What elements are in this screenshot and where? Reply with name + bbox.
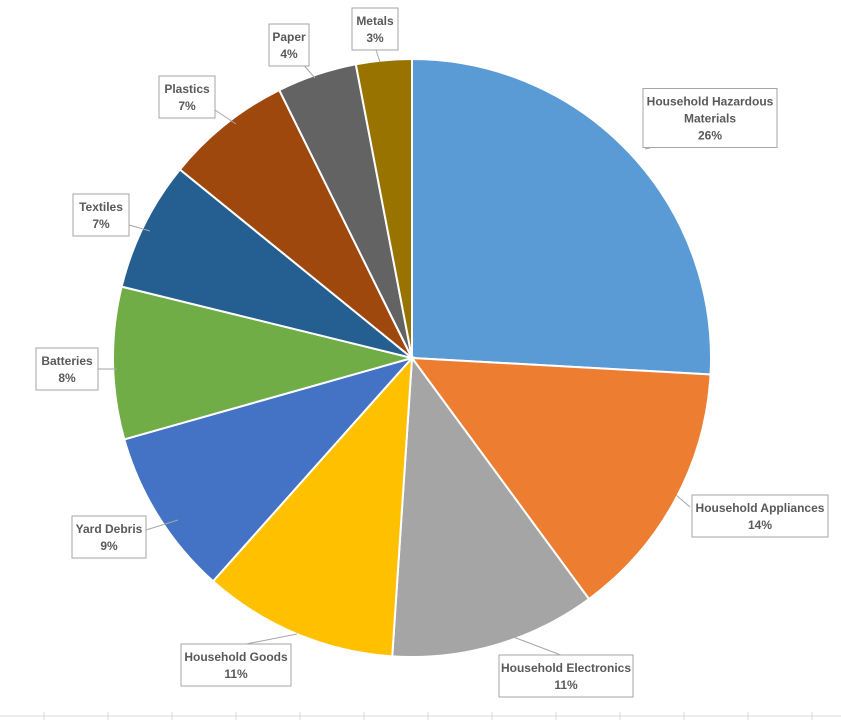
pie-slice-batteries [112,285,416,441]
slices-layer [112,57,712,658]
data-label: Metals 3% [351,7,399,51]
data-label-box [71,515,147,559]
data-labels-layer: Household HazardousMaterials26%Household… [35,7,829,698]
data-label-box [72,193,130,237]
data-label-percent: 3% [366,31,384,45]
leader-line [502,632,567,658]
pie-slice-plastics [178,88,413,359]
leader-line [145,519,179,531]
data-label-percent: 26% [698,129,722,143]
data-label: Household Goods 11% [180,643,292,687]
data-label: Household Electronics 11% [498,654,634,698]
data-label-category: Plastics [164,82,210,96]
data-label-box [351,7,399,51]
data-label-box [35,347,99,391]
pie-slice-household-hazardous-materials [411,57,712,376]
data-label: Plastics 7% [158,75,216,119]
data-label-category: Materials [684,112,736,126]
leader-line [644,147,651,150]
data-label-percent: 11% [554,678,578,692]
data-label: Paper 4% [268,23,310,67]
pie-slice-household-appliances [409,356,712,601]
pie-slice-household-electronics [391,355,591,658]
data-label-box [158,75,216,119]
data-label: Household Hazardous Materials 26% [642,88,778,148]
data-label-category: Yard Debris [76,522,143,536]
data-label-category: Household Appliances [696,501,825,515]
data-label-percent: 14% [748,518,772,532]
pie-slice-yard-debris [123,356,416,583]
data-label-box [642,88,778,148]
data-label: Household Appliances 14% [691,494,829,538]
leader-line [128,224,151,232]
data-label-box [268,23,310,67]
leader-line [214,109,237,125]
data-label-box [691,494,829,538]
data-label-box [180,643,292,687]
data-label: Textiles 7% [72,193,130,237]
data-label-category: Metals [356,14,394,28]
data-label-percent: 11% [224,667,248,681]
data-label-percent: 7% [178,99,196,113]
data-label-percent: 7% [92,217,110,231]
pie-slice-metals [354,57,413,359]
data-label-percent: 4% [280,47,298,61]
bottom-gridline-ticks [0,712,841,720]
data-label-category: Household Hazardous [647,95,774,109]
leader-line [675,494,691,508]
data-label: Yard Debris 9% [71,515,147,559]
data-label-category: Paper [272,30,306,44]
data-label-box [498,654,634,698]
data-label-category: Household Goods [184,650,288,664]
data-label-percent: 8% [58,371,76,385]
data-label-category: Batteries [41,354,93,368]
data-label-category: Textiles [79,200,123,214]
data-label: Batteries 8% [35,347,99,391]
data-label-category: Household Electronics [501,661,631,675]
data-label-percent: 9% [100,539,118,553]
pie-slice-textiles [120,168,413,359]
